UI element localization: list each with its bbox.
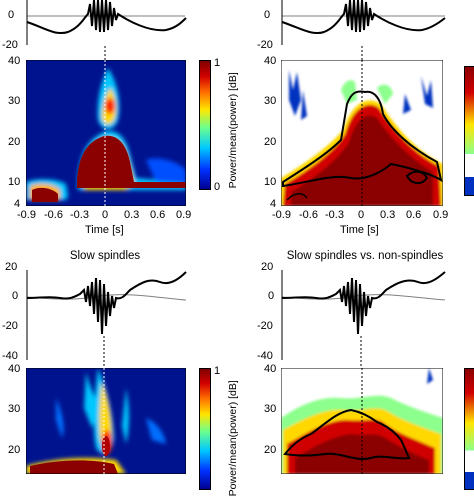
- tr-xtick-2: -0.3: [325, 209, 344, 221]
- tl-colorbar: [199, 60, 211, 190]
- tl-xtick-3: 0: [102, 209, 109, 221]
- br-title: Slow spindles vs. non-spindles: [286, 250, 444, 262]
- br-ytick-40: 40: [264, 363, 277, 375]
- bl-eeg-trace: [26, 270, 187, 368]
- tr-trace-ytick-0: 0: [264, 9, 271, 21]
- tl-spectrogram: [26, 60, 186, 206]
- tl-ytick-40: 40: [8, 55, 21, 67]
- tl-xtick-4: 0.3: [124, 209, 140, 221]
- bl-trace-ytick-2: -20: [2, 320, 18, 332]
- tl-cbar-tick-1: 1: [214, 57, 221, 69]
- tl-xlabel: Time [s]: [85, 224, 124, 236]
- tr-xtick-5: 0.6: [406, 209, 422, 221]
- tl-ytick-20: 20: [8, 136, 21, 148]
- bl-cbar-tick-1: 1: [214, 365, 221, 377]
- tr-xtick-4: 0.3: [380, 209, 396, 221]
- bl-trace-ytick-0: 20: [5, 261, 18, 273]
- tl-xtick-5: 0.6: [150, 209, 166, 221]
- bl-ytick-30: 30: [8, 403, 21, 415]
- tl-eeg-trace: [26, 0, 187, 45]
- tl-trace-ytick-0: 0: [8, 9, 15, 21]
- tr-trace-ytick-1: -20: [257, 39, 273, 51]
- bl-trace-ytick-3: -40: [2, 350, 18, 362]
- tl-ytick-10: 10: [8, 176, 21, 188]
- tl-xtick-2: -0.3: [70, 209, 89, 221]
- br-trace-ytick-0: 20: [261, 261, 274, 273]
- br-ytick-30: 30: [264, 403, 277, 415]
- bl-spectrogram: [26, 368, 186, 474]
- tr-xtick-6: 0.9: [433, 209, 449, 221]
- tl-ytick-4: 4: [14, 198, 21, 210]
- br-colorbar: [464, 368, 474, 490]
- tl-xtick-1: -0.6: [44, 209, 63, 221]
- tr-colorbar: [464, 66, 474, 196]
- tl-ytick-30: 30: [8, 95, 21, 107]
- bl-ytick-20: 20: [8, 444, 21, 456]
- br-trace-ytick-3: -40: [257, 350, 273, 362]
- tl-xtick-0: -0.9: [17, 209, 36, 221]
- bl-trace-ytick-1: 0: [12, 290, 19, 302]
- br-eeg-trace: [281, 270, 446, 368]
- tr-ytick-20: 20: [264, 136, 277, 148]
- br-spectrogram: [281, 368, 443, 474]
- bl-title: Slow spindles: [69, 250, 141, 262]
- br-trace-ytick-2: -20: [257, 320, 273, 332]
- tr-xtick-0: -0.9: [272, 209, 291, 221]
- tl-cbar-tick-0: 0: [214, 181, 221, 193]
- br-trace-ytick-1: 0: [268, 290, 275, 302]
- tr-spectrogram: [281, 60, 443, 206]
- tr-ytick-30: 30: [264, 95, 277, 107]
- br-ytick-20: 20: [264, 444, 277, 456]
- tl-xtick-6: 0.9: [176, 209, 192, 221]
- tl-trace-ytick-1: -20: [2, 39, 18, 51]
- tr-xtick-3: 0: [358, 209, 365, 221]
- bl-ytick-40: 40: [8, 363, 21, 375]
- tr-xlabel: Time [s]: [340, 224, 379, 236]
- tr-xtick-1: -0.6: [299, 209, 318, 221]
- tr-eeg-trace: [281, 0, 446, 45]
- tr-ytick-10: 10: [264, 176, 277, 188]
- tr-ytick-40: 40: [264, 55, 277, 67]
- tr-ytick-4: 4: [270, 198, 277, 210]
